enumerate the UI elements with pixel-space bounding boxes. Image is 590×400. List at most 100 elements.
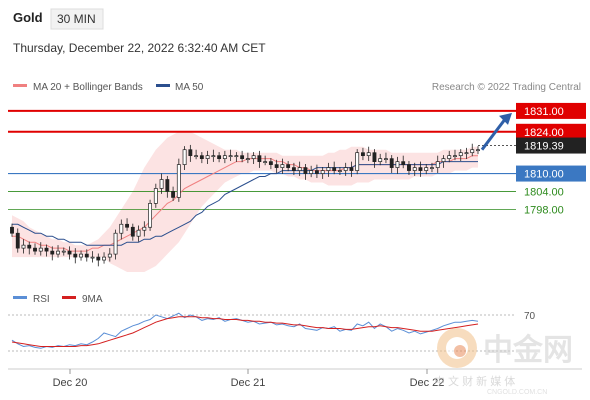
- level-label-1831.00: 1831.00: [524, 106, 564, 118]
- price-levels: [8, 109, 516, 210]
- candle-body: [349, 167, 354, 171]
- candle-body: [73, 253, 78, 258]
- x-tick-label: Dec 21: [231, 377, 266, 389]
- level-label-1819.39: 1819.39: [524, 141, 564, 153]
- candle-body: [10, 226, 14, 234]
- candle-body: [33, 247, 37, 252]
- candle-body: [430, 167, 434, 169]
- candle-body: [366, 152, 371, 157]
- candle-body: [303, 167, 308, 174]
- x-tick-label: Dec 22: [410, 377, 445, 389]
- x-tick-label: Dec 20: [53, 377, 88, 389]
- timeframe-badge[interactable]: [50, 8, 104, 30]
- candle-body: [384, 158, 388, 160]
- level-label-1810.00: 1810.00: [524, 169, 564, 181]
- arrow-shaft: [480, 117, 508, 151]
- candle-body: [148, 203, 153, 228]
- rsi-panel: 70: [8, 311, 536, 352]
- candle-body: [171, 191, 176, 198]
- candle-body: [245, 158, 250, 160]
- timeframe-label: 30 MIN: [57, 12, 96, 26]
- datetime-label: Thursday, December 22, 2022 6:32:40 AM C…: [13, 41, 266, 55]
- candle-body: [96, 256, 101, 261]
- candle-body: [142, 226, 147, 231]
- candle-body: [38, 247, 43, 252]
- candle-body: [320, 170, 325, 174]
- candle-body: [119, 223, 124, 234]
- candle-body: [21, 244, 26, 249]
- candle-body: [27, 244, 32, 249]
- candle-body: [107, 253, 112, 258]
- rsi-tick-70: 70: [524, 311, 536, 322]
- rsi-ma9-line: [11, 316, 479, 347]
- candle-body: [274, 164, 279, 168]
- bollinger-fill: [12, 131, 478, 272]
- candle-body: [176, 164, 181, 198]
- watermark-logo-dot: [454, 345, 466, 357]
- candle-body: [79, 253, 83, 258]
- level-tag-1819.39: [516, 137, 586, 154]
- candle-body: [464, 152, 469, 155]
- symbol-title: Gold: [13, 10, 43, 25]
- candle-body: [222, 155, 227, 159]
- candle-body: [61, 250, 66, 253]
- candle-body: [309, 170, 314, 174]
- candle-body: [441, 158, 446, 162]
- candle-body: [378, 158, 383, 162]
- candle-body: [314, 170, 319, 174]
- candle-body: [286, 164, 291, 168]
- level-tag-1810.00: [516, 165, 586, 182]
- level-tag-1824.00: [516, 123, 586, 140]
- x-axis-ticks: Dec 20 Dec 21 Dec 22: [53, 369, 445, 389]
- candle-body: [361, 152, 365, 157]
- level-label-1798.00: 1798.00: [524, 204, 564, 216]
- candlesticks: [10, 143, 480, 267]
- candle-body: [389, 158, 394, 168]
- moving-average-lines: [12, 155, 478, 252]
- candle-body: [447, 155, 452, 159]
- candle-body: [199, 155, 204, 159]
- candle-body: [326, 167, 331, 171]
- candle-body: [280, 164, 285, 168]
- candle-body: [424, 167, 429, 171]
- candle-body: [395, 161, 400, 168]
- candle-body: [418, 167, 423, 171]
- watermark-sub: 中 文 财 新 媒 体: [434, 374, 515, 388]
- arrow-head: [499, 112, 512, 125]
- candle-body: [205, 155, 210, 159]
- candle-body: [234, 155, 239, 158]
- candle-body: [458, 152, 463, 157]
- candle-body: [90, 256, 95, 259]
- forecast-arrow: [480, 112, 512, 151]
- candle-body: [412, 167, 417, 171]
- candle-body: [159, 179, 164, 189]
- candle-body: [188, 149, 193, 157]
- level-tag-1831.00: [516, 102, 586, 119]
- rsi-legend-label: RSI: [33, 294, 50, 305]
- candle-body: [337, 170, 342, 172]
- level-label-1804.00: 1804.00: [524, 186, 564, 198]
- candle-body: [67, 250, 72, 255]
- candle-body: [113, 232, 118, 255]
- ma20-legend-label: MA 20 + Bollinger Bands: [33, 82, 143, 93]
- candle-body: [165, 179, 170, 192]
- ma50-legend-label: MA 50: [175, 82, 204, 93]
- candle-body: [211, 155, 216, 158]
- candle-body: [257, 155, 262, 162]
- candle-body: [194, 155, 199, 158]
- ma50-legend-swatch: [156, 84, 170, 87]
- cngold-watermark: 中金网 中 文 财 新 媒 体 CNGOLD.COM.CN: [434, 328, 573, 396]
- candle-body: [251, 155, 256, 159]
- candle-body: [130, 226, 135, 237]
- ma50-line: [12, 161, 478, 246]
- level-labels: 1831.00 1824.00 1819.39 1810.00 1804.00 1798.…: [516, 102, 586, 216]
- candle-body: [125, 223, 129, 228]
- candle-body: [453, 155, 457, 158]
- candle-body: [343, 167, 348, 171]
- candle-body: [50, 250, 55, 255]
- candle-body: [44, 247, 49, 252]
- rsi-line: [11, 312, 479, 349]
- candle-body: [102, 256, 106, 261]
- candle-body: [332, 167, 337, 171]
